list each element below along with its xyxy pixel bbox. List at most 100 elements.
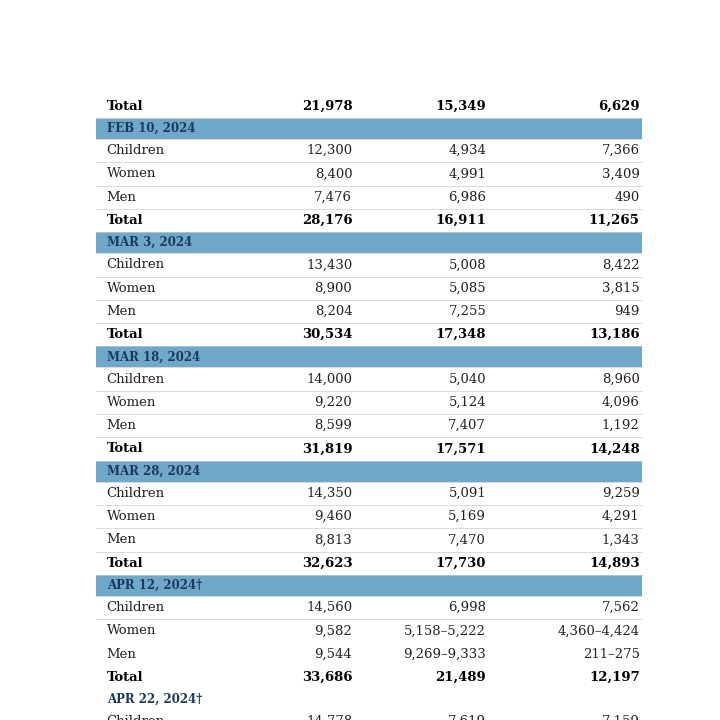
Text: Children: Children (107, 373, 165, 386)
FancyBboxPatch shape (96, 346, 642, 367)
Text: 17,571: 17,571 (436, 443, 486, 456)
Text: 490: 490 (614, 191, 639, 204)
Text: 5,158–5,222: 5,158–5,222 (405, 624, 486, 637)
Text: 5,169: 5,169 (449, 510, 486, 523)
Text: 32,623: 32,623 (302, 557, 352, 570)
Text: Women: Women (107, 282, 156, 294)
Text: 5,091: 5,091 (449, 487, 486, 500)
Text: 17,348: 17,348 (436, 328, 486, 341)
Text: 31,819: 31,819 (302, 443, 352, 456)
Text: 6,629: 6,629 (598, 100, 639, 113)
Text: 14,350: 14,350 (306, 487, 352, 500)
Text: 13,430: 13,430 (306, 258, 352, 271)
Text: 28,176: 28,176 (302, 214, 352, 227)
FancyBboxPatch shape (96, 233, 642, 253)
Text: 9,220: 9,220 (315, 396, 352, 409)
Text: 5,008: 5,008 (449, 258, 486, 271)
Text: MAR 18, 2024: MAR 18, 2024 (107, 351, 200, 364)
Text: 13,186: 13,186 (589, 328, 639, 341)
Text: Children: Children (107, 601, 165, 614)
Text: Total: Total (107, 557, 143, 570)
Text: 14,893: 14,893 (589, 557, 639, 570)
Text: 211–275: 211–275 (582, 647, 639, 661)
Text: 8,400: 8,400 (315, 168, 352, 181)
Text: Children: Children (107, 144, 165, 157)
Text: 1,192: 1,192 (602, 419, 639, 432)
Text: 4,096: 4,096 (602, 396, 639, 409)
FancyBboxPatch shape (96, 118, 642, 139)
Text: 7,159: 7,159 (602, 715, 639, 720)
Text: Total: Total (107, 671, 143, 684)
Text: Total: Total (107, 328, 143, 341)
Text: 8,599: 8,599 (315, 419, 352, 432)
Text: 12,300: 12,300 (306, 144, 352, 157)
Text: Children: Children (107, 258, 165, 271)
Text: 6,986: 6,986 (448, 191, 486, 204)
Text: APR 22, 2024†: APR 22, 2024† (107, 693, 202, 706)
Text: 7,407: 7,407 (449, 419, 486, 432)
Text: Men: Men (107, 647, 137, 661)
Text: Women: Women (107, 168, 156, 181)
Text: 949: 949 (614, 305, 639, 318)
Text: FEB 10, 2024: FEB 10, 2024 (107, 122, 195, 135)
Text: MAR 28, 2024: MAR 28, 2024 (107, 464, 200, 477)
Text: 8,422: 8,422 (602, 258, 639, 271)
Text: 11,265: 11,265 (589, 214, 639, 227)
Text: 9,582: 9,582 (315, 624, 352, 637)
Text: 33,686: 33,686 (302, 671, 352, 684)
Text: Children: Children (107, 487, 165, 500)
Text: Women: Women (107, 396, 156, 409)
Text: 16,911: 16,911 (436, 214, 486, 227)
Text: 12,197: 12,197 (589, 671, 639, 684)
Text: 7,619: 7,619 (448, 715, 486, 720)
Text: Total: Total (107, 100, 143, 113)
Text: Total: Total (107, 443, 143, 456)
Text: 4,991: 4,991 (449, 168, 486, 181)
FancyBboxPatch shape (96, 689, 642, 710)
Text: MAR 3, 2024: MAR 3, 2024 (107, 236, 192, 249)
Text: Men: Men (107, 191, 137, 204)
Text: 30,534: 30,534 (302, 328, 352, 341)
Text: 7,255: 7,255 (449, 305, 486, 318)
Text: 7,562: 7,562 (602, 601, 639, 614)
Text: Women: Women (107, 510, 156, 523)
Text: 8,960: 8,960 (602, 373, 639, 386)
Text: 3,409: 3,409 (602, 168, 639, 181)
Text: Men: Men (107, 534, 137, 546)
Text: 5,124: 5,124 (449, 396, 486, 409)
Text: Total: Total (107, 214, 143, 227)
Text: 4,360–4,424: 4,360–4,424 (557, 624, 639, 637)
Text: APR 12, 2024†: APR 12, 2024† (107, 579, 202, 592)
Text: 7,366: 7,366 (601, 144, 639, 157)
Text: 14,000: 14,000 (306, 373, 352, 386)
Text: 9,259: 9,259 (602, 487, 639, 500)
Text: 6,998: 6,998 (448, 601, 486, 614)
FancyBboxPatch shape (96, 575, 642, 596)
Text: 9,544: 9,544 (315, 647, 352, 661)
Text: 1,343: 1,343 (602, 534, 639, 546)
Text: Women: Women (107, 624, 156, 637)
Text: 4,291: 4,291 (602, 510, 639, 523)
Text: 14,778: 14,778 (306, 715, 352, 720)
Text: 4,934: 4,934 (449, 144, 486, 157)
Text: Men: Men (107, 305, 137, 318)
Text: 9,460: 9,460 (315, 510, 352, 523)
Text: 8,813: 8,813 (315, 534, 352, 546)
Text: 9,269–9,333: 9,269–9,333 (403, 647, 486, 661)
Text: 3,815: 3,815 (602, 282, 639, 294)
Text: 21,489: 21,489 (436, 671, 486, 684)
Text: 8,204: 8,204 (315, 305, 352, 318)
Text: 7,470: 7,470 (449, 534, 486, 546)
Text: 15,349: 15,349 (436, 100, 486, 113)
Text: 17,730: 17,730 (436, 557, 486, 570)
Text: Men: Men (107, 419, 137, 432)
Text: 8,900: 8,900 (315, 282, 352, 294)
Text: 5,040: 5,040 (449, 373, 486, 386)
Text: 14,248: 14,248 (589, 443, 639, 456)
Text: 21,978: 21,978 (302, 100, 352, 113)
Text: 5,085: 5,085 (449, 282, 486, 294)
FancyBboxPatch shape (96, 461, 642, 482)
Text: 7,476: 7,476 (314, 191, 352, 204)
Text: Children: Children (107, 715, 165, 720)
Text: 14,560: 14,560 (306, 601, 352, 614)
